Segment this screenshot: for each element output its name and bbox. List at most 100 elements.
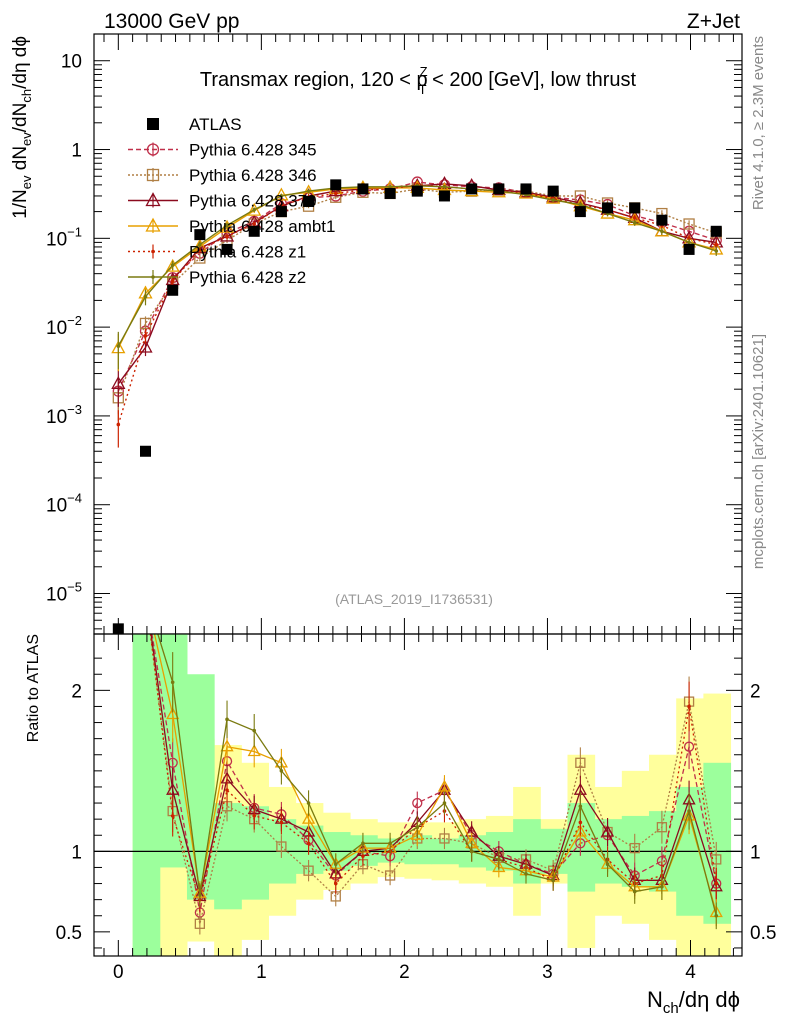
x-tick-label: 2 [399, 962, 410, 983]
data-point-marker [247, 202, 262, 216]
ratio-band-green [703, 762, 732, 924]
data-point-marker [170, 814, 175, 818]
data-point-marker [139, 317, 152, 330]
data-point-marker [170, 680, 175, 685]
ratio-line [149, 634, 717, 924]
ratio-y-tick-label: 1 [71, 842, 82, 863]
data-point-marker [437, 779, 452, 792]
ratio-series-pythia-6-428-z2 [157, 634, 719, 930]
legend-item: Pythia 6.428 345 [128, 141, 317, 160]
data-point-marker [687, 240, 691, 245]
legend-label: Pythia 6.428 345 [189, 141, 317, 160]
data-point-marker [220, 739, 234, 752]
data-point-marker [466, 183, 478, 195]
data-point-marker [632, 220, 637, 225]
data-point-marker [111, 375, 126, 389]
data-point-marker [112, 623, 124, 634]
data-point-marker [275, 206, 287, 218]
x-axis-label: Nch/dη dϕ [647, 987, 740, 1017]
data-point-marker [687, 704, 691, 709]
data-point-marker [252, 222, 257, 226]
ratio-band-green [241, 806, 270, 900]
data-point-marker [714, 913, 719, 918]
data-point-marker [116, 344, 121, 348]
data-point-marker [660, 884, 664, 889]
data-point-marker [306, 801, 311, 805]
main-axis-ticks: 10 1 10−1 10−2 10−3 10−4 10−5 [46, 34, 742, 634]
main-series-atlas [112, 179, 722, 634]
data-point-marker [551, 198, 555, 202]
main-y-tick-label: 10−2 [46, 313, 82, 339]
data-point-marker [415, 825, 420, 829]
ratio-band-green [214, 803, 242, 910]
data-point-marker [575, 757, 586, 768]
data-point-marker [170, 279, 175, 283]
data-point-marker [412, 797, 423, 809]
main-y-tick-label: 10−1 [46, 224, 82, 250]
data-point-marker [225, 788, 229, 792]
data-point-marker [411, 185, 423, 197]
data-point-marker [303, 195, 315, 207]
legend-item: Pythia 6.428 370 [128, 192, 317, 211]
legend-label: Pythia 6.428 370 [189, 192, 317, 211]
main-y-tick-label: 10−5 [46, 580, 82, 606]
legend-label: Pythia 6.428 346 [189, 166, 317, 185]
ratio-y-tick-label: 0.5 [56, 923, 82, 944]
data-point-marker [578, 820, 583, 825]
data-point-marker [573, 824, 587, 837]
analysis-watermark: (ATLAS_2019_I1736531) [335, 591, 493, 607]
data-point-marker [143, 294, 148, 299]
data-point-marker [442, 185, 447, 189]
data-point-marker [442, 801, 447, 805]
data-point-marker [225, 717, 229, 722]
data-point-marker [151, 249, 155, 254]
data-point-marker [547, 185, 559, 197]
data-point-marker [439, 833, 450, 844]
ratio-y-tick-label: 2 [71, 681, 82, 702]
data-point-marker [683, 243, 695, 255]
data-point-marker [357, 183, 369, 195]
data-point-marker [520, 183, 532, 195]
data-point-marker [656, 822, 668, 833]
main-y-tick-label: 10−4 [46, 491, 82, 517]
data-point-marker [714, 249, 719, 253]
ratio-line [151, 634, 717, 913]
data-point-marker [247, 744, 261, 757]
data-point-marker [632, 216, 637, 220]
data-point-marker [276, 841, 287, 852]
data-point-marker [578, 804, 583, 809]
x-tick-label: 0 [113, 962, 124, 983]
data-point-marker [710, 225, 722, 237]
data-point-marker [252, 207, 257, 212]
ratio-plot-area [94, 634, 742, 935]
data-point-marker [605, 862, 610, 867]
main-plot-area [111, 176, 724, 634]
data-point-marker [165, 258, 180, 272]
data-point-marker [714, 881, 719, 886]
x-tick-label: 3 [542, 962, 553, 983]
ratio-band-green [132, 634, 161, 956]
data-point-marker [330, 179, 342, 191]
data-point-marker [225, 234, 229, 239]
rivet-version-label: Rivet 4.1.0, ≥ 2.3M events [750, 36, 767, 210]
data-point-marker [711, 854, 722, 865]
ratio-y-tick-label-right: 2 [750, 681, 761, 702]
data-point-marker [306, 841, 311, 846]
data-point-marker [219, 228, 235, 242]
ratio-line [153, 634, 717, 913]
data-point-marker [306, 189, 311, 193]
data-point-marker [546, 190, 561, 204]
data-point-marker [194, 229, 206, 241]
data-point-marker [252, 728, 257, 733]
source-label: mcplots.cern.ch [arXiv:2401.10621] [750, 334, 767, 569]
data-point-marker [225, 223, 229, 228]
legend-label: Pythia 6.428 z1 [189, 243, 306, 262]
data-point-marker [683, 741, 695, 752]
ratio-uncertainty-bands [132, 634, 732, 956]
data-point-marker [469, 849, 474, 854]
data-point-marker [170, 263, 175, 267]
ratio-line [149, 634, 717, 902]
data-point-marker [600, 824, 615, 837]
main-y-tick-label: 1 [71, 141, 82, 162]
